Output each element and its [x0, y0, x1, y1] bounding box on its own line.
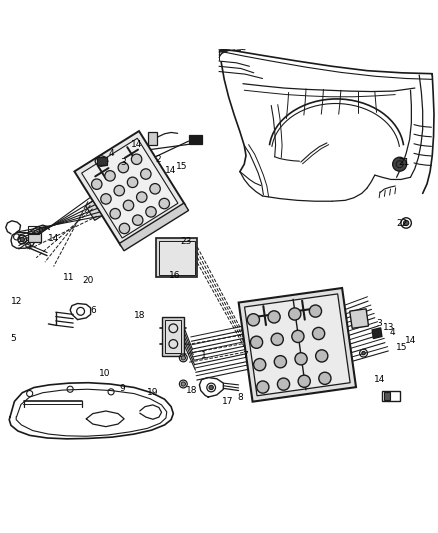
- Circle shape: [257, 381, 269, 393]
- Bar: [148, 133, 157, 144]
- Polygon shape: [120, 203, 189, 251]
- Text: 14: 14: [374, 375, 386, 384]
- Circle shape: [110, 208, 120, 219]
- Circle shape: [309, 305, 321, 317]
- Bar: [384, 392, 390, 400]
- Circle shape: [316, 350, 328, 362]
- Text: 9: 9: [120, 384, 125, 393]
- Text: 3: 3: [376, 319, 382, 328]
- Circle shape: [289, 308, 301, 320]
- Polygon shape: [85, 201, 102, 220]
- Polygon shape: [244, 294, 350, 396]
- Circle shape: [251, 336, 263, 349]
- Text: 17: 17: [222, 397, 233, 406]
- Bar: [28, 233, 42, 242]
- Text: 14: 14: [165, 166, 176, 175]
- Circle shape: [101, 193, 111, 204]
- Circle shape: [268, 311, 280, 323]
- Circle shape: [114, 185, 124, 196]
- Text: 7: 7: [242, 351, 248, 360]
- Circle shape: [247, 314, 259, 326]
- Text: 13: 13: [383, 323, 395, 332]
- Circle shape: [274, 356, 286, 368]
- Text: 5: 5: [11, 334, 17, 343]
- Circle shape: [127, 177, 138, 188]
- Text: 15: 15: [176, 162, 188, 171]
- Circle shape: [209, 385, 213, 390]
- Circle shape: [277, 378, 290, 390]
- Circle shape: [392, 157, 406, 171]
- Bar: [166, 320, 181, 353]
- Circle shape: [118, 163, 128, 173]
- Text: 19: 19: [147, 388, 159, 397]
- Text: 1: 1: [201, 351, 207, 360]
- Circle shape: [362, 351, 365, 355]
- Circle shape: [92, 179, 102, 189]
- Text: 23: 23: [180, 237, 192, 246]
- Polygon shape: [239, 288, 356, 402]
- Circle shape: [150, 183, 160, 194]
- Polygon shape: [350, 309, 368, 328]
- Polygon shape: [74, 131, 185, 245]
- Circle shape: [132, 215, 143, 225]
- Text: 16: 16: [169, 271, 180, 280]
- Text: 14: 14: [131, 140, 142, 149]
- Circle shape: [271, 333, 283, 345]
- Circle shape: [298, 375, 310, 387]
- Circle shape: [123, 200, 134, 211]
- Text: 10: 10: [99, 369, 111, 377]
- Polygon shape: [372, 328, 382, 338]
- Circle shape: [146, 207, 156, 217]
- Bar: [189, 135, 201, 144]
- Circle shape: [403, 220, 409, 225]
- Bar: [156, 238, 197, 277]
- Circle shape: [141, 169, 151, 179]
- Text: 8: 8: [237, 393, 243, 402]
- Circle shape: [181, 382, 185, 386]
- Text: 4: 4: [108, 149, 114, 158]
- Bar: [97, 157, 107, 165]
- Text: 18: 18: [186, 386, 198, 395]
- Text: 14: 14: [48, 233, 59, 243]
- Text: 11: 11: [63, 273, 74, 282]
- Circle shape: [254, 359, 266, 371]
- Circle shape: [292, 330, 304, 343]
- Circle shape: [137, 192, 147, 203]
- Bar: [28, 227, 39, 235]
- Text: 4: 4: [389, 328, 395, 337]
- Bar: [159, 241, 194, 275]
- Text: 3: 3: [120, 158, 126, 166]
- Circle shape: [131, 154, 142, 165]
- Text: 14: 14: [405, 336, 416, 345]
- Bar: [162, 317, 184, 356]
- Circle shape: [105, 171, 115, 181]
- Text: 22: 22: [396, 220, 407, 228]
- Circle shape: [20, 237, 25, 241]
- Text: 2: 2: [155, 156, 161, 164]
- Text: 15: 15: [396, 343, 407, 352]
- Text: 12: 12: [11, 297, 22, 306]
- Circle shape: [312, 327, 325, 340]
- Circle shape: [181, 356, 185, 360]
- Circle shape: [396, 161, 403, 168]
- Circle shape: [319, 372, 331, 384]
- Circle shape: [295, 353, 307, 365]
- Bar: [382, 391, 399, 401]
- Text: 21: 21: [398, 158, 410, 167]
- Polygon shape: [81, 138, 178, 238]
- Text: 6: 6: [90, 305, 95, 314]
- Text: 18: 18: [134, 311, 145, 320]
- Text: 20: 20: [82, 276, 93, 285]
- Circle shape: [119, 223, 130, 233]
- Circle shape: [159, 198, 170, 209]
